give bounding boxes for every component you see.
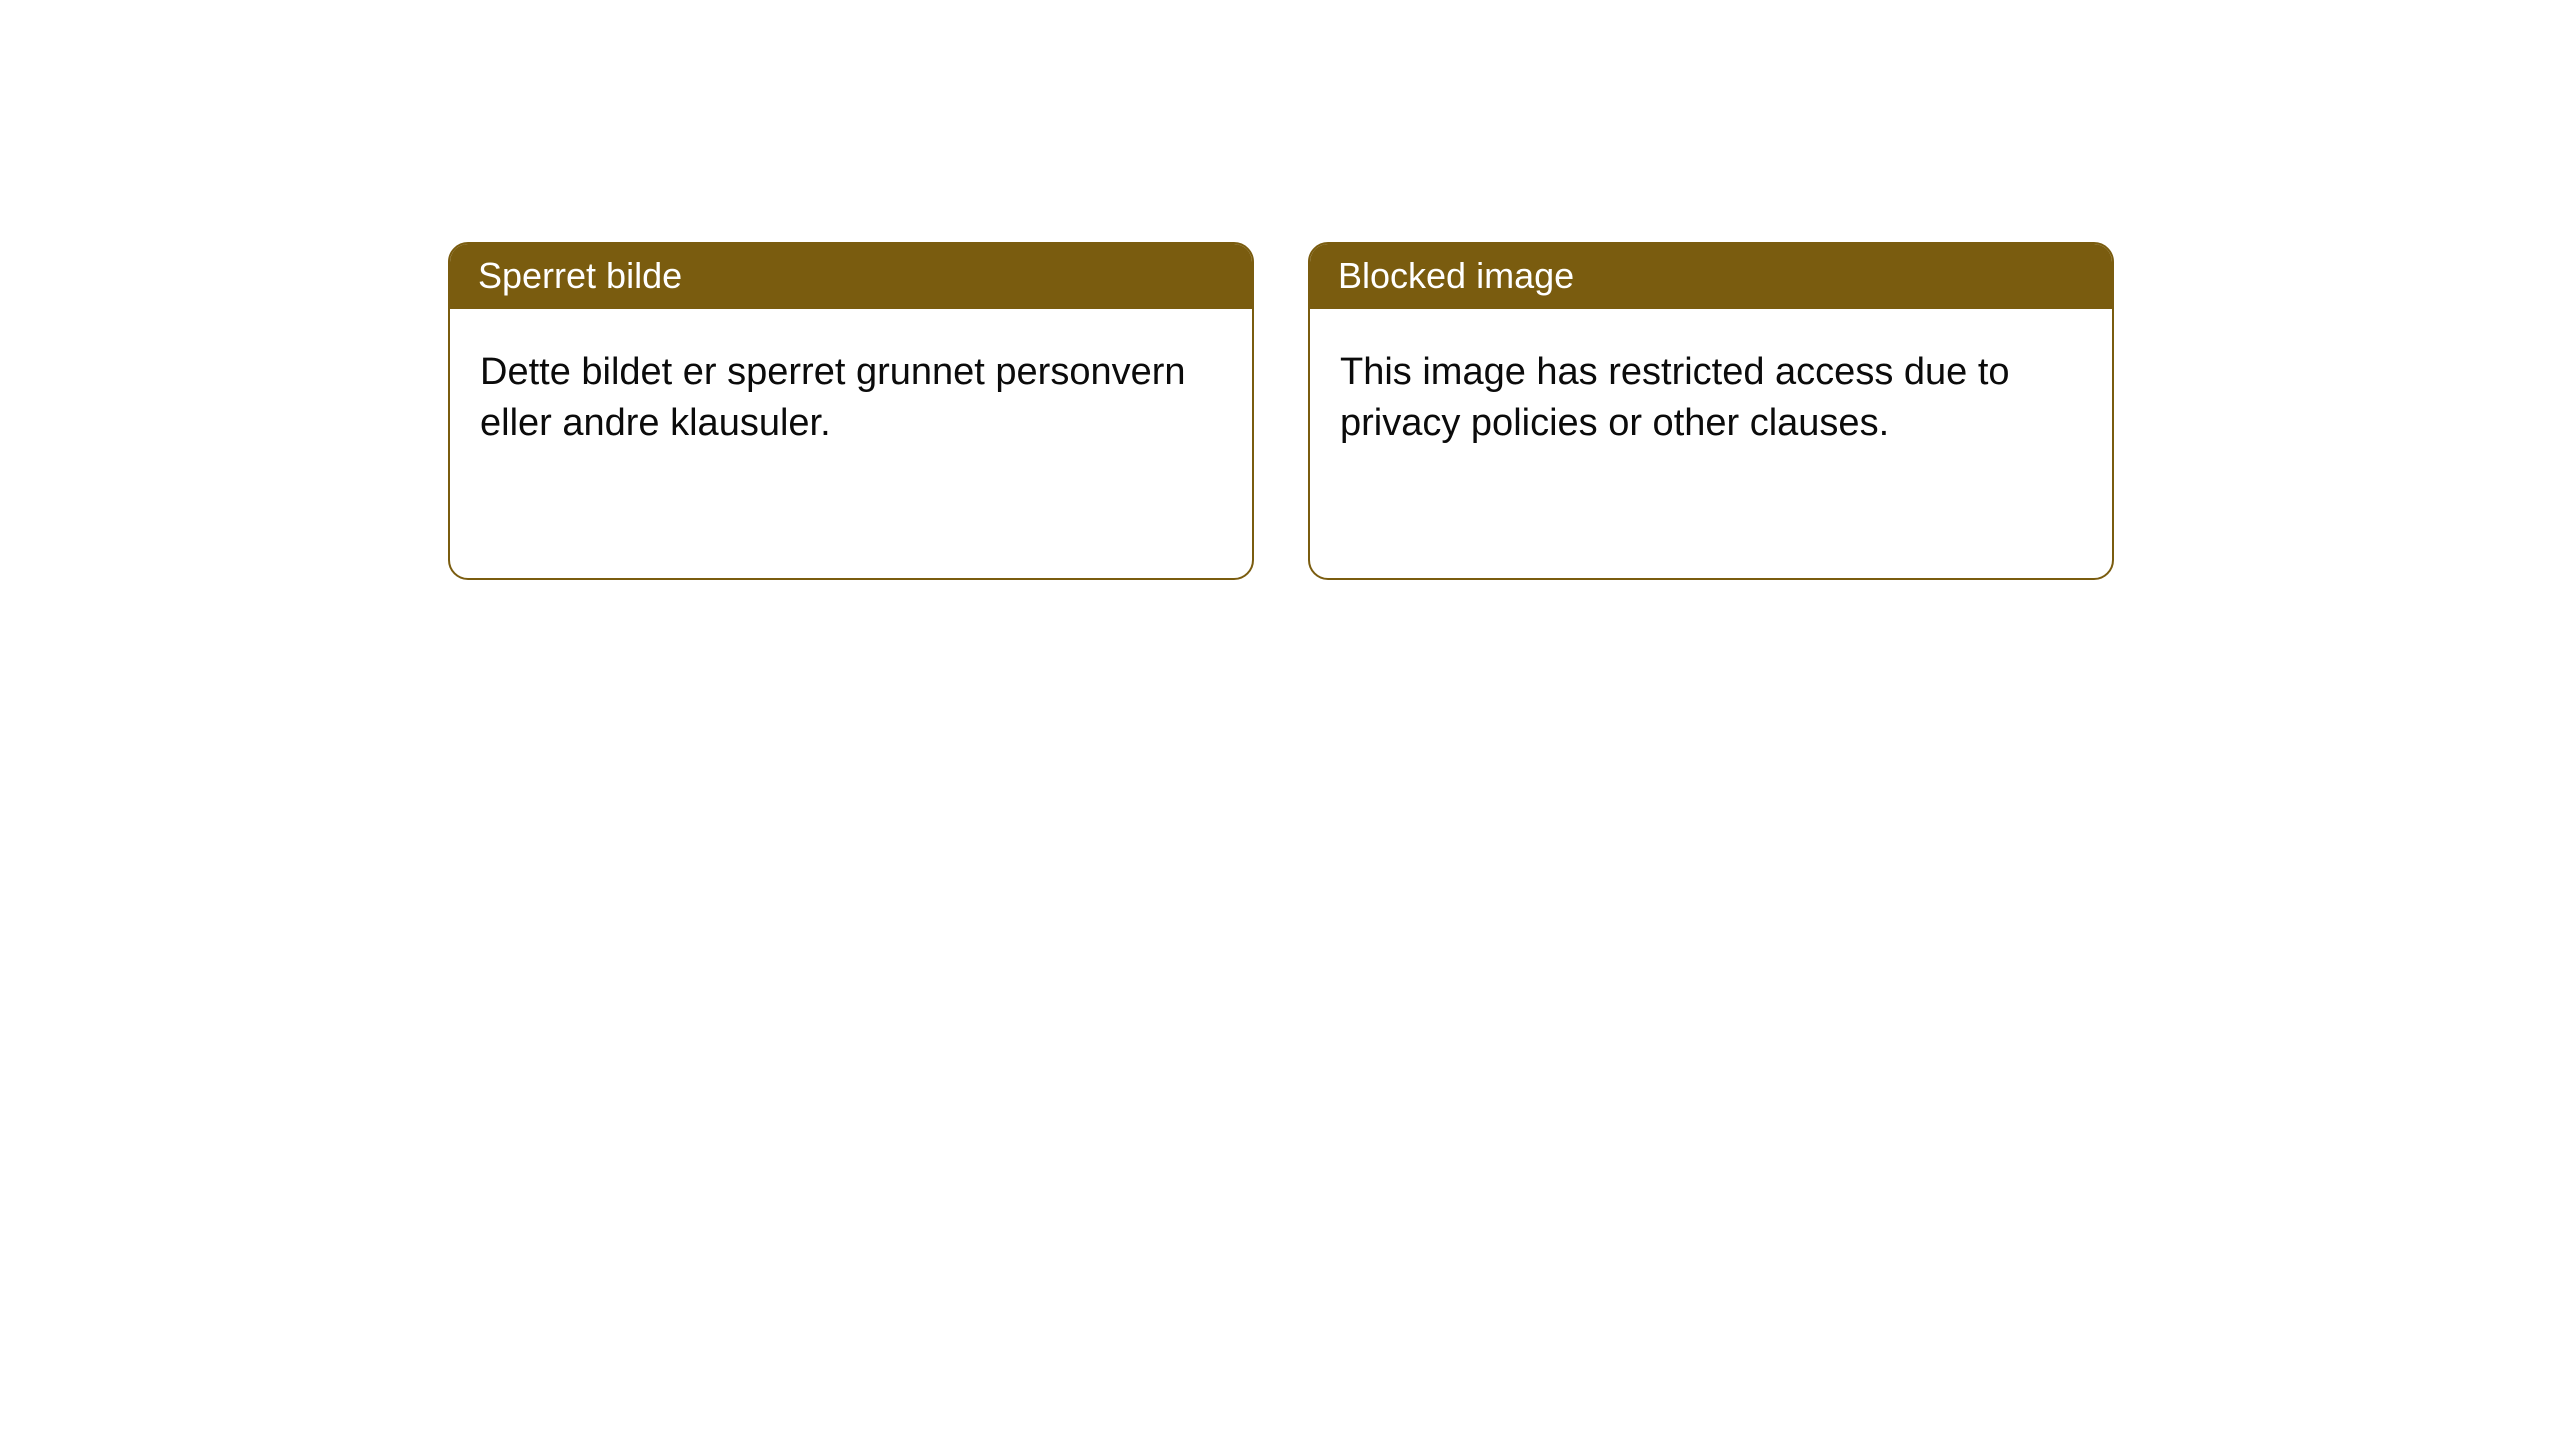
notice-body-norwegian: Dette bildet er sperret grunnet personve… xyxy=(450,309,1252,480)
notice-title-english: Blocked image xyxy=(1310,244,2112,309)
notice-card-english: Blocked image This image has restricted … xyxy=(1308,242,2114,580)
notice-title-norwegian: Sperret bilde xyxy=(450,244,1252,309)
notice-body-english: This image has restricted access due to … xyxy=(1310,309,2112,480)
notice-container: Sperret bilde Dette bildet er sperret gr… xyxy=(0,0,2560,580)
notice-card-norwegian: Sperret bilde Dette bildet er sperret gr… xyxy=(448,242,1254,580)
